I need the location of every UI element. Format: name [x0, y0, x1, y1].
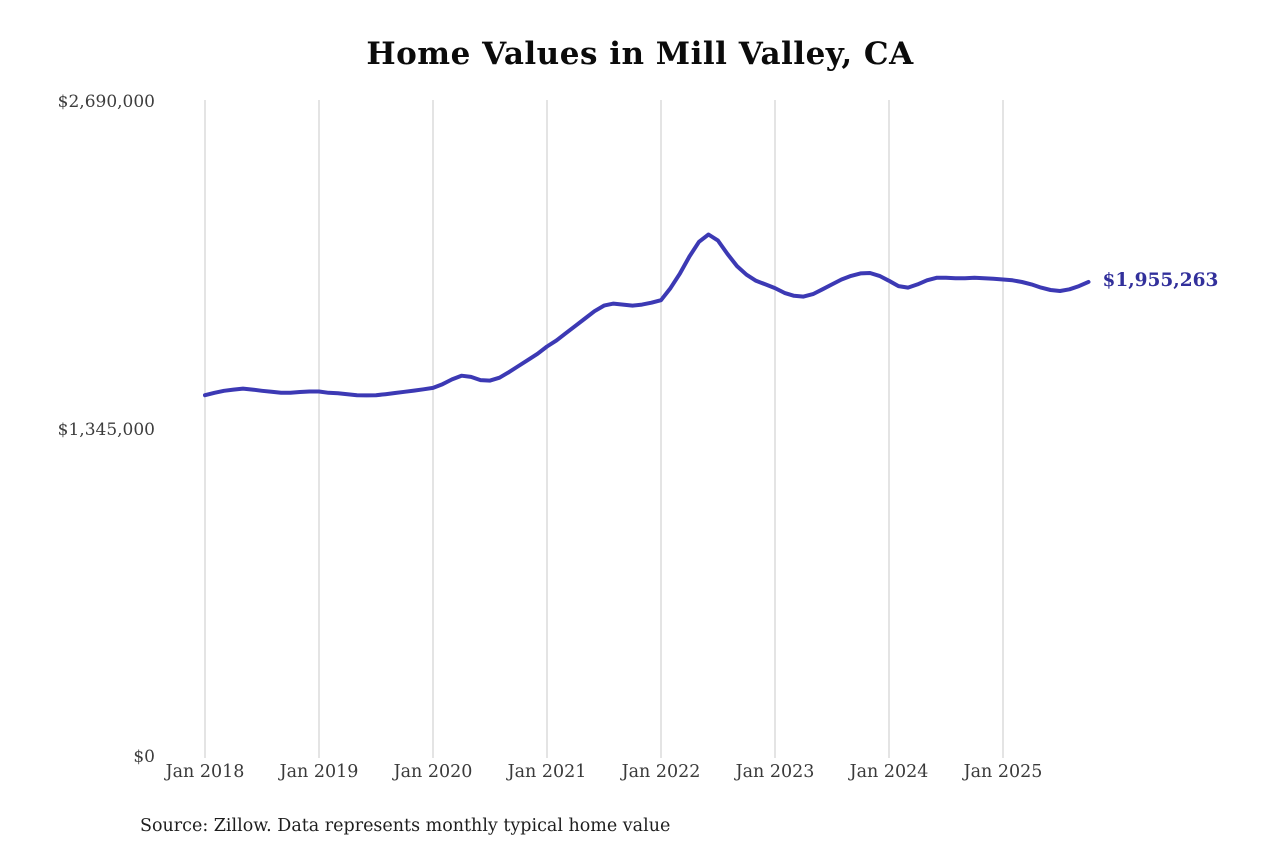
source-note: Source: Zillow. Data represents monthly …	[140, 816, 671, 836]
chart-title: Home Values in Mill Valley, CA	[366, 36, 914, 72]
home-value-series-line	[203, 232, 1091, 398]
y-tick-label-mid: $1,345,000	[57, 420, 155, 440]
y-tick-label-zero: $0	[133, 747, 155, 767]
x-tick-label: Jan 2018	[165, 762, 245, 782]
x-tick-label: Jan 2021	[507, 762, 587, 782]
x-tick-label: Jan 2024	[849, 762, 929, 782]
latest-value-label: $1,955,263	[1102, 269, 1219, 291]
x-tick-label: Jan 2019	[279, 762, 359, 782]
x-tick-label: Jan 2023	[735, 762, 815, 782]
x-tick-label: Jan 2025	[963, 762, 1043, 782]
y-tick-label-max: $2,690,000	[57, 92, 155, 112]
x-tick-label: Jan 2020	[393, 762, 473, 782]
x-tick-label: Jan 2022	[621, 762, 701, 782]
